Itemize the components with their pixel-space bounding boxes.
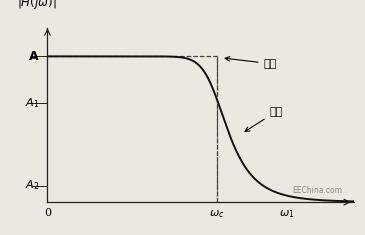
- Text: $A_2$: $A_2$: [26, 179, 40, 192]
- Text: $\bf{A}$: $\bf{A}$: [28, 50, 40, 63]
- Text: $|H(j\omega)|$: $|H(j\omega)|$: [17, 0, 56, 11]
- Text: $\omega_1$: $\omega_1$: [279, 208, 295, 220]
- Text: 0: 0: [44, 208, 51, 218]
- Text: 实际: 实际: [245, 107, 283, 131]
- Text: 理想: 理想: [225, 57, 277, 69]
- Text: EEChina.com: EEChina.com: [293, 186, 343, 195]
- Text: $A_1$: $A_1$: [25, 96, 40, 110]
- Text: $\omega_c$: $\omega_c$: [209, 208, 224, 220]
